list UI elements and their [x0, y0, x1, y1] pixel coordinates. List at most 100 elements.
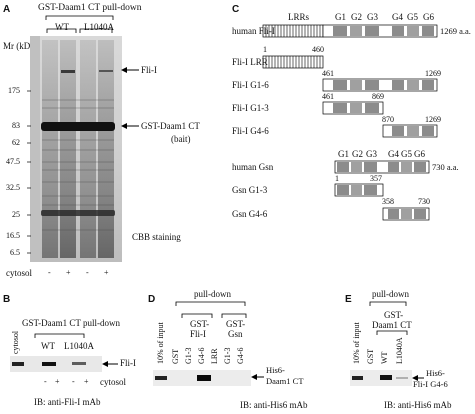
- marker-6-5: 6.5: [10, 248, 20, 257]
- panel-e-group-2: Daam1 CT: [372, 320, 412, 330]
- panel-b-bracket-wt: [34, 333, 85, 338]
- panel-c-letter: C: [232, 4, 240, 15]
- panel-d-lane-input: 10% of input: [156, 322, 165, 364]
- panel-b-cytosol-label: cytosol: [100, 377, 126, 387]
- marker-62: 62: [12, 138, 20, 147]
- construct-g13-name: Fli-I G1-3: [232, 103, 269, 113]
- panel-e-letter: E: [345, 294, 352, 305]
- gsn-g46-construct: [382, 207, 430, 221]
- panel-a-faint-bands: [42, 99, 114, 231]
- panel-a-group-mut: L1040A: [84, 22, 114, 32]
- construct-gsn-g13-start: 1: [335, 174, 339, 183]
- panel-a-lane-1: [42, 40, 58, 258]
- panel-e-pulldown-label: pull-down: [372, 289, 409, 299]
- panel-d-ib-label: IB: anti-His6 mAb: [240, 400, 308, 410]
- panel-a-sign-4: +: [104, 268, 109, 277]
- construct-g16-name: Fli-I G1-6: [232, 80, 269, 90]
- marker-175: 175: [8, 86, 20, 95]
- fli-g16-construct: [322, 78, 438, 92]
- panel-a-lane-3: [80, 40, 96, 258]
- panel-a-bracket-top: [45, 15, 114, 20]
- panel-a-title: GST-Daam1 CT pull-down: [38, 3, 142, 13]
- construct-gsn-g46-start: 358: [382, 197, 394, 206]
- panel-d-band-input: [155, 376, 167, 380]
- panel-e-ib-label: IB: anti-His6 mAb: [384, 400, 452, 410]
- domain-g2-label: G2: [351, 12, 362, 22]
- construct-lrr-end: 460: [312, 45, 324, 54]
- construct-g16-start: 461: [322, 69, 334, 78]
- panel-d-lane-lrr: LRR: [210, 348, 219, 364]
- marker-32-5: 32.5: [6, 183, 20, 192]
- panel-e-band-input: [352, 376, 363, 380]
- panel-a-bait-band: [41, 122, 115, 131]
- panel-a-bait-label-1: GST-Daam1 CT: [141, 121, 200, 131]
- domain-g6-label: G6: [423, 12, 434, 22]
- construct-g13-start: 461: [322, 92, 334, 101]
- panel-e-arrow-head: [412, 375, 418, 381]
- panel-d-arrow-head: [251, 374, 257, 380]
- panel-a-sign-3: -: [86, 268, 89, 277]
- construct-lrr-name: Fli-I LRR: [232, 57, 268, 67]
- panel-e-lane-gst: GST: [366, 348, 375, 364]
- panel-b-band-wt: [42, 362, 56, 366]
- panel-a-bracket-wt: [46, 28, 77, 33]
- panel-b-sign-3: -: [72, 377, 75, 386]
- fli-lrr-construct: [262, 55, 324, 69]
- panel-b-sign-4: +: [84, 377, 89, 386]
- panel-b-lane-cytosol: cytosol: [11, 330, 20, 354]
- gsn-domain-g5-label: G5: [401, 149, 412, 159]
- panel-d-lane-fli-g13: G1-3: [184, 347, 193, 364]
- panel-d-bracket-fli: [181, 313, 213, 318]
- construct-g16-end: 1269: [425, 69, 441, 78]
- panel-a-sign-2: +: [66, 268, 71, 277]
- panel-a-marker-lane: [30, 36, 40, 262]
- construct-lrr-start: 1: [263, 45, 267, 54]
- panel-a-stain-label: CBB staining: [132, 232, 181, 242]
- panel-e-lane-mut: L1040A: [395, 337, 404, 364]
- construct-g13-end: 869: [372, 92, 384, 101]
- panel-b-band-label: Fli-I: [120, 358, 137, 368]
- panel-d-lane-gst: GST: [171, 348, 180, 364]
- panel-a-lane-2: [60, 40, 76, 258]
- panel-a-letter: A: [3, 4, 11, 15]
- panel-a-fli-label: Fli-I: [141, 65, 158, 75]
- construct-gsn-g46-end: 730: [418, 197, 430, 206]
- gsn-domain-g4-label: G4: [388, 149, 399, 159]
- panel-d-band-g46: [197, 375, 211, 381]
- panel-a-mr-label: Mr (kD): [3, 41, 34, 51]
- construct-gsn-g13-end: 357: [370, 174, 382, 183]
- panel-a-bait-label-2: (bait): [171, 134, 191, 144]
- panel-b-group-wt: WT: [41, 341, 55, 351]
- marker-25: 25: [12, 210, 20, 219]
- panel-b-arrow-head: [102, 361, 108, 367]
- gsn-full-construct: [334, 160, 430, 174]
- panel-a-fli-band-2: [99, 70, 113, 72]
- panel-d-group-gsn-2: Gsn: [228, 329, 243, 339]
- construct-g46-start: 870: [382, 115, 394, 124]
- panel-e-bracket-group: [376, 330, 408, 335]
- construct-human-gsn-name: human Gsn: [232, 162, 274, 172]
- construct-gsn-g13-name: Gsn G1-3: [232, 185, 268, 195]
- construct-g46-end: 1269: [425, 115, 441, 124]
- construct-human-gsn-len: 730 a.a.: [432, 162, 459, 172]
- panel-b-letter: B: [3, 294, 11, 305]
- panel-d-pulldown-label: pull-down: [194, 289, 231, 299]
- domain-g5-label: G5: [407, 12, 418, 22]
- panel-b-band-mut: [72, 362, 86, 365]
- panel-d-lane-fli-g46: G4-6: [197, 347, 206, 364]
- panel-e-group-1: GST-: [384, 310, 404, 320]
- construct-human-fli-len: 1269 a.a.: [440, 26, 471, 36]
- construct-gsn-g46-name: Gsn G4-6: [232, 209, 268, 219]
- panel-e-bracket-pulldown: [369, 301, 407, 306]
- gsn-domain-g1-label: G1: [338, 149, 349, 159]
- gsn-domain-g6-label: G6: [414, 149, 425, 159]
- gsn-domain-g3-label: G3: [366, 149, 377, 159]
- panel-e-band-wt: [380, 375, 392, 380]
- panel-b-band-cytosol: [12, 362, 24, 366]
- panel-a-lane-4: [98, 40, 114, 258]
- panel-a-bracket-mut: [79, 28, 113, 33]
- panel-d-bracket-gsn: [221, 313, 247, 318]
- panel-a-low-band: [41, 210, 115, 216]
- panel-d-lane-gsn-g13: G1-3: [223, 347, 232, 364]
